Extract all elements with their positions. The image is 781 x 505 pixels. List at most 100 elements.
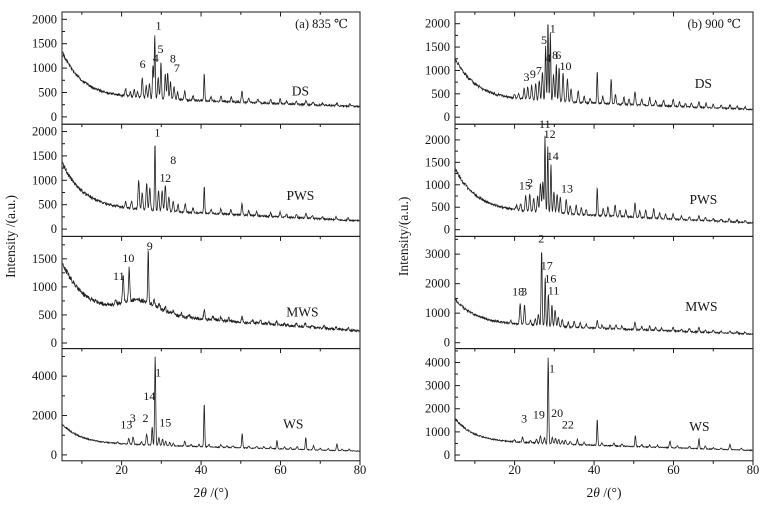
subplot-a-DS: 0 500 1000 1500 2000 6 4 1 587 DS (a) 835 ℃: [32, 11, 361, 125]
y-tick-label: 0: [51, 448, 57, 462]
y-tick-label: 1500: [425, 40, 450, 54]
y-tick-label: 500: [431, 200, 450, 214]
x-tick-label: 20: [115, 463, 128, 477]
y-tick-label: 0: [444, 110, 450, 124]
y-tick-label: 500: [38, 308, 57, 322]
y-tick-label: 3000: [425, 379, 450, 393]
peak-label: 12: [544, 127, 556, 141]
peak-label: 22: [562, 418, 574, 432]
y-tick-label: 4000: [425, 355, 450, 369]
y-tick-label: 0: [51, 336, 57, 350]
peak-label: 10: [122, 251, 134, 265]
subplot-frame: [61, 235, 361, 350]
y-tick-label: 4000: [32, 369, 57, 383]
xrd-trace-b-PWS: [455, 135, 753, 225]
y-tick-label: 1000: [32, 280, 57, 294]
panel-a-axes: Intensity /(a.u.)2θ /(°)20 40 60 80: [3, 195, 366, 500]
x-axis-label: 2θ /(°): [194, 485, 229, 500]
peak-label: 8: [170, 52, 176, 66]
xrd-trace-a-MWS: [62, 250, 360, 333]
xrd-trace-b-WS: [455, 357, 753, 452]
y-tick-label: 1000: [425, 306, 450, 320]
subplot-frame: [61, 348, 361, 462]
y-tick-label: 1500: [425, 155, 450, 169]
x-tick-label: 40: [195, 463, 208, 477]
y-tick-label: 1500: [32, 252, 57, 266]
peak-label: 19: [533, 407, 545, 421]
peak-label: 17: [541, 258, 553, 272]
peak-label: 14: [143, 389, 155, 403]
peak-label: 11: [539, 117, 551, 131]
peak-label: 1: [155, 366, 161, 380]
subplot-frame: [454, 348, 754, 462]
y-tick-label: 3000: [425, 247, 450, 261]
panel-title: (b) 900 ℃: [687, 17, 741, 31]
peak-label: 9: [147, 239, 153, 253]
peak-label: 11: [113, 269, 125, 283]
sample-label: DS: [292, 83, 309, 98]
y-tick-label: 1000: [425, 178, 450, 192]
subplot-a-MWS: 0 500 1000 1500 11 10 9 MWS: [32, 235, 361, 350]
peak-label: 1: [550, 22, 556, 36]
peak-label: 1: [549, 362, 555, 376]
y-tick-label: 2000: [32, 12, 57, 26]
y-tick-label: 2000: [425, 402, 450, 416]
peak-label: 2: [538, 231, 544, 245]
peak-label: 7: [536, 64, 542, 78]
sample-label: WS: [689, 419, 709, 434]
peak-label: 9: [530, 67, 536, 81]
x-tick-label: 20: [508, 463, 521, 477]
sample-label: PWS: [689, 192, 717, 207]
peak-label: 15: [519, 179, 531, 193]
y-tick-label: 1000: [32, 61, 57, 75]
x-tick-label: 60: [274, 463, 287, 477]
subplot-frame: [454, 123, 754, 237]
peak-label: 2: [527, 176, 533, 190]
subplot-a-WS: 0 2000 4000 133 2 141 15 WS: [32, 348, 361, 466]
peak-label: 20: [551, 406, 563, 420]
peak-label: 6: [140, 57, 146, 71]
peak-label: 3: [521, 285, 527, 299]
xrd-trace-a-WS: [62, 356, 360, 452]
panel-title: (a) 835 ℃: [295, 17, 348, 31]
peak-label: 13: [120, 418, 132, 432]
y-tick-label: 1000: [425, 425, 450, 439]
y-axis-label: Intensity/(a.u.): [396, 197, 411, 276]
y-axis-label: Intensity /(a.u.): [3, 195, 18, 278]
panel-b-axes: Intensity/(a.u.)2θ /(°)20 40 60 80: [396, 197, 759, 500]
x-axis-label: 2θ /(°): [587, 485, 622, 500]
y-tick-label: 2000: [425, 277, 450, 291]
y-tick-label: 0: [51, 222, 57, 236]
subplot-frame: [61, 123, 361, 237]
peak-label: 13: [561, 181, 573, 195]
peak-label: 1: [160, 170, 166, 184]
sample-label: WS: [283, 417, 303, 432]
y-tick-label: 500: [431, 87, 450, 101]
peak-label: 3: [521, 412, 527, 426]
y-tick-label: 500: [38, 198, 57, 212]
peak-label: 3: [524, 70, 530, 84]
x-tick-label: 60: [667, 463, 680, 477]
peak-label: 1: [156, 19, 162, 33]
xrd-trace-a-DS: [62, 35, 360, 109]
sample-label: MWS: [685, 299, 717, 314]
y-tick-label: 2000: [425, 133, 450, 147]
peak-label: 4: [545, 51, 551, 65]
peak-label: 5: [158, 42, 164, 56]
peak-label: 1: [154, 125, 160, 139]
y-tick-label: 1000: [32, 173, 57, 187]
sample-label: MWS: [286, 305, 318, 320]
y-tick-label: 1500: [32, 37, 57, 51]
peak-label: 18: [512, 285, 524, 299]
y-tick-label: 0: [444, 336, 450, 350]
y-tick-label: 0: [51, 110, 57, 124]
peak-label: 2: [165, 171, 171, 185]
peak-label: 8: [170, 153, 176, 167]
sample-label: PWS: [287, 188, 315, 203]
peak-label: 8: [552, 48, 558, 62]
